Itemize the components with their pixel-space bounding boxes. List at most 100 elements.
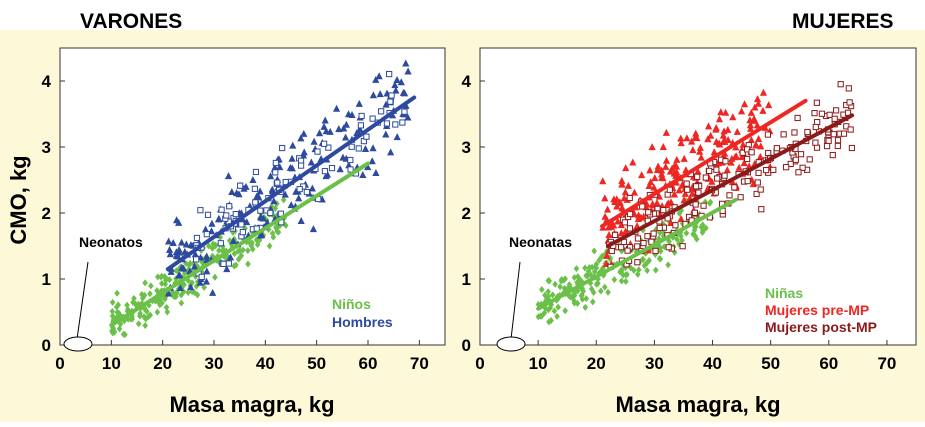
point-triangle: [321, 116, 329, 124]
point-diamond: [273, 224, 279, 232]
point-diamond: [661, 243, 668, 251]
point-triangle: [621, 227, 630, 235]
point-square: [223, 212, 230, 219]
point-triangle: [659, 174, 667, 182]
point-triangle: [618, 176, 626, 184]
point-triangle: [613, 202, 621, 210]
point-diamond: [152, 297, 159, 305]
point-triangle: [288, 154, 296, 162]
point-diamond: [245, 260, 251, 268]
point-triangle: [747, 124, 755, 132]
point-square: [237, 182, 244, 189]
point-diamond: [183, 260, 189, 268]
point-diamond: [154, 308, 161, 316]
point-triangle: [393, 75, 401, 83]
point-diamond: [139, 291, 145, 299]
point-triangle: [765, 101, 773, 109]
point-diamond: [137, 312, 143, 320]
point-diamond: [605, 288, 611, 296]
point-square: [799, 164, 806, 171]
point-square: [843, 123, 850, 130]
point-diamond: [617, 268, 623, 276]
point-triangle: [670, 169, 678, 177]
point-square: [251, 185, 258, 192]
point-square: [357, 122, 364, 129]
point-diamond: [552, 280, 558, 288]
point-triangle: [747, 136, 755, 144]
fit-line: [109, 161, 370, 328]
point-diamond: [147, 311, 153, 319]
point-diamond: [679, 236, 685, 244]
point-square: [401, 108, 408, 115]
point-triangle: [295, 194, 303, 202]
point-triangle: [281, 190, 289, 198]
point-square: [684, 186, 691, 193]
point-square: [757, 186, 764, 193]
point-triangle: [399, 88, 408, 96]
point-triangle: [376, 90, 384, 98]
point-triangle: [402, 59, 410, 67]
x-tick-label: 30: [205, 354, 224, 373]
point-diamond: [233, 261, 239, 269]
point-triangle: [715, 115, 724, 123]
point-diamond: [571, 292, 578, 300]
point-diamond: [129, 312, 135, 320]
point-square: [217, 240, 224, 247]
point-diamond: [142, 315, 149, 323]
point-triangle: [704, 122, 713, 130]
point-diamond: [574, 278, 580, 286]
point-triangle: [716, 140, 724, 148]
point-square: [812, 139, 819, 146]
point-diamond: [141, 313, 147, 321]
point-triangle: [647, 178, 655, 186]
point-triangle: [617, 221, 625, 229]
point-square: [328, 164, 336, 172]
point-triangle: [368, 157, 376, 165]
legend-entry-ninas: Niñas: [765, 285, 803, 301]
point-diamond: [555, 303, 561, 311]
point-diamond: [187, 259, 193, 267]
point-triangle: [404, 67, 412, 75]
point-diamond: [657, 247, 664, 255]
point-square: [846, 99, 853, 106]
point-square: [348, 143, 355, 150]
point-square: [840, 130, 848, 137]
point-triangle: [315, 129, 324, 137]
point-diamond: [178, 299, 185, 307]
point-triangle: [646, 166, 654, 174]
point-diamond: [193, 282, 200, 290]
fit-lines-varones: [109, 95, 417, 328]
point-diamond: [249, 239, 255, 247]
point-diamond: [535, 313, 542, 321]
point-triangle: [645, 182, 653, 190]
point-diamond: [546, 318, 552, 326]
point-square: [634, 235, 642, 242]
point-triangle: [387, 148, 395, 156]
x-tick-label: 10: [102, 354, 121, 373]
point-square: [714, 175, 721, 182]
point-triangle: [287, 201, 295, 209]
chart-mujeres: MUJERES 0 10 20 30 40 50 60 70 0 1 2 3 4 Masa magra…: [462, 10, 917, 417]
point-diamond: [618, 277, 625, 285]
point-diamond: [579, 291, 585, 299]
point-diamond: [143, 307, 150, 315]
x-tick-label: 60: [819, 354, 838, 373]
point-square: [791, 129, 798, 136]
point-triangle: [737, 107, 746, 115]
point-triangle: [397, 78, 405, 86]
point-triangle: [297, 134, 305, 142]
point-triangle: [208, 219, 216, 227]
point-square: [634, 243, 641, 250]
point-square: [763, 166, 770, 174]
point-triangle: [292, 187, 300, 195]
point-triangle: [182, 240, 191, 248]
point-triangle: [741, 100, 749, 108]
point-square: [754, 179, 761, 186]
point-square: [378, 108, 385, 115]
point-triangle: [677, 134, 685, 142]
point-square: [832, 107, 840, 114]
point-diamond: [124, 301, 130, 309]
plot-frame-mujeres: [479, 47, 917, 346]
point-diamond: [551, 307, 558, 315]
point-square: [848, 144, 856, 152]
